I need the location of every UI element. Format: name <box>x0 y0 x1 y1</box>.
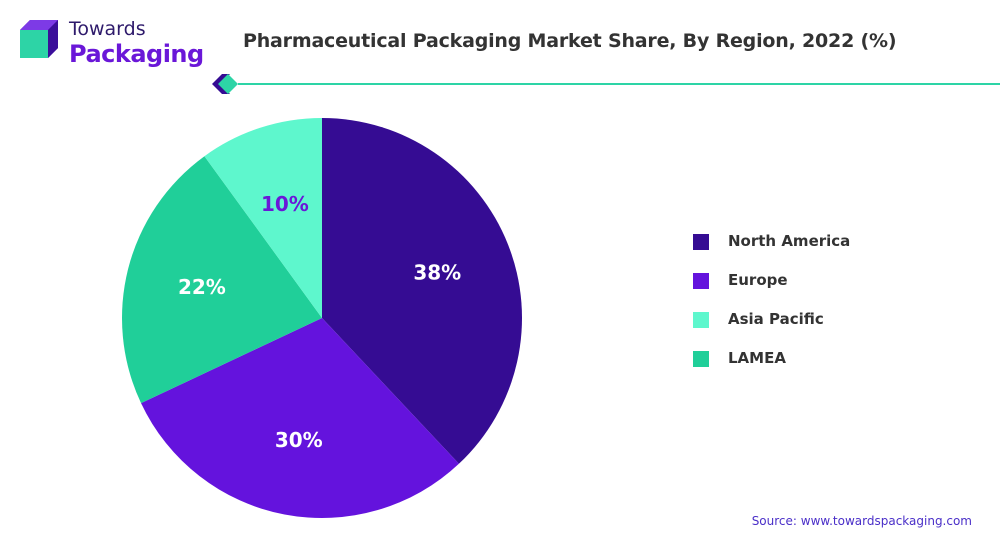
legend-swatch <box>693 351 709 367</box>
legend-swatch <box>693 273 709 289</box>
pie-labels: 38% 30% 22% 10% <box>178 192 461 452</box>
pie-slices <box>121 118 522 518</box>
legend-label: Europe <box>728 271 788 289</box>
slice-label-asia-pacific: 10% <box>261 192 309 216</box>
chevron-left-icon <box>212 74 230 94</box>
source-text: Source: www.towardspackaging.com <box>751 514 972 528</box>
logo-text-bottom: Packaging <box>69 40 204 68</box>
slice-label-lamea: 22% <box>178 275 226 299</box>
legend-label: North America <box>728 232 851 250</box>
legend-swatch <box>693 234 709 250</box>
logo-cube-icon <box>20 20 58 58</box>
divider-line <box>238 83 1000 85</box>
legend-swatch <box>693 312 709 328</box>
slice-label-north-america: 38% <box>413 260 461 284</box>
slice-label-europe: 30% <box>275 428 323 452</box>
logo: Towards Packaging <box>14 14 204 74</box>
chart-title: Pharmaceutical Packaging Market Share, B… <box>243 30 897 52</box>
logo-text-top: Towards <box>69 18 146 40</box>
diamond-icon <box>218 74 238 94</box>
pie-slice-asia-pacific <box>204 118 322 318</box>
legend-label: LAMEA <box>728 349 786 367</box>
pie-slice-europe <box>141 318 459 518</box>
pie-slice-lamea <box>121 156 322 404</box>
title-divider <box>212 74 1000 94</box>
pie-slice-north-america <box>322 118 522 464</box>
legend-label: Asia Pacific <box>728 310 824 328</box>
